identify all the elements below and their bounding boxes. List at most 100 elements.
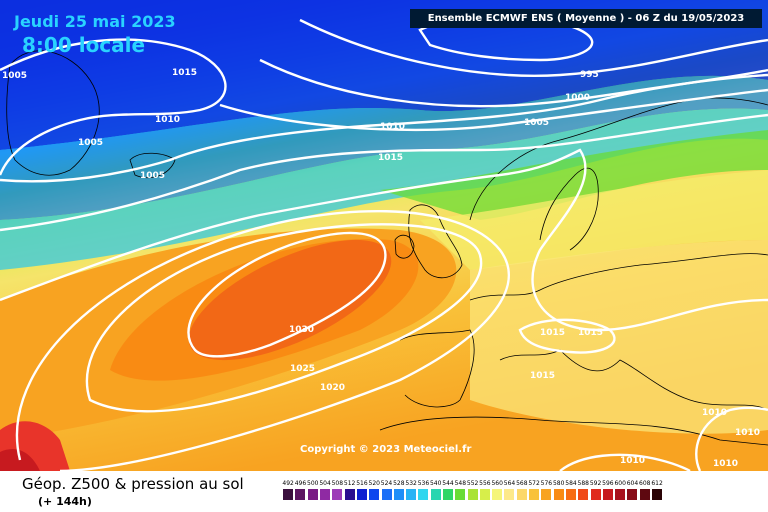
forecast-lead-time: (+ 144h) xyxy=(38,495,92,508)
legend-swatch xyxy=(429,488,442,501)
legend-value: 532 xyxy=(405,480,417,487)
isobar-label: 1010 xyxy=(735,428,760,438)
legend-swatch xyxy=(319,488,332,501)
legend-value: 564 xyxy=(503,480,516,487)
legend-item: 564 xyxy=(503,479,516,501)
legend-item: 532 xyxy=(405,479,418,501)
legend-value: 584 xyxy=(565,480,577,487)
isobar-1030 xyxy=(187,231,387,358)
legend-value: 516 xyxy=(356,480,368,487)
legend-value: 492 xyxy=(282,480,294,487)
legend-swatch xyxy=(405,488,418,501)
legend-item: 600 xyxy=(614,479,627,501)
isobar-east-1010 xyxy=(695,406,768,471)
legend-item: 504 xyxy=(319,479,332,501)
legend-item: 544 xyxy=(442,479,454,501)
legend-swatch xyxy=(380,488,393,501)
africa-coast xyxy=(379,416,768,446)
light-yellow-region xyxy=(470,240,768,434)
legend-swatch xyxy=(540,488,553,501)
legend-item: 596 xyxy=(601,479,614,501)
isobar-1015 xyxy=(0,148,768,332)
legend-swatch xyxy=(638,488,651,501)
weather-map: 1005 1015 1010 1005 1005 995 1000 1005 1… xyxy=(0,0,768,471)
legend-swatch xyxy=(368,488,381,501)
legend-item: 604 xyxy=(626,479,639,501)
legend-item: 520 xyxy=(368,479,381,501)
legend-item: 516 xyxy=(355,479,368,501)
isobar-label: 1000 xyxy=(565,93,590,103)
legend-item: 552 xyxy=(466,479,479,501)
isobar-med-1015 xyxy=(518,318,616,354)
legend-item: 500 xyxy=(306,479,319,501)
uk-coast xyxy=(408,204,463,279)
copyright-notice: Copyright © 2023 Meteociel.fr xyxy=(300,444,472,455)
legend-swatch xyxy=(491,488,504,501)
greenland-coast xyxy=(6,50,100,176)
red-corner-inner xyxy=(0,449,40,471)
isobar-1025 xyxy=(85,223,483,413)
isobar-label: 1005 xyxy=(524,118,549,128)
europe-coast xyxy=(399,253,768,411)
legend-value: 592 xyxy=(589,480,602,487)
isobar-greenland-low xyxy=(0,38,227,176)
legend-value: 588 xyxy=(577,480,589,487)
legend-swatch xyxy=(417,488,430,501)
legend-value: 596 xyxy=(602,480,614,487)
isobar-label: 1015 xyxy=(172,68,197,78)
legend-item: 512 xyxy=(343,479,356,501)
legend-value: 536 xyxy=(417,480,430,487)
legend-swatch xyxy=(589,488,602,501)
isobar-label: 1005 xyxy=(78,138,103,148)
legend-swatch xyxy=(515,488,528,501)
legend-value: 600 xyxy=(614,480,626,487)
legend-value: 544 xyxy=(442,480,454,487)
legend-swatch xyxy=(601,488,614,501)
legend-item: 528 xyxy=(392,479,405,501)
legend-item: 496 xyxy=(294,479,307,501)
legend-value: 608 xyxy=(639,480,651,487)
legend-swatch xyxy=(614,488,627,501)
forecast-time: 8:00 locale xyxy=(22,33,146,57)
legend-value: 612 xyxy=(651,480,663,487)
legend-swatch xyxy=(343,488,356,501)
legend-swatch xyxy=(552,488,565,501)
isobar-label: 1015 xyxy=(578,328,603,338)
legend-value: 508 xyxy=(331,480,344,487)
legend-value: 568 xyxy=(516,480,528,487)
legend-swatch xyxy=(577,488,590,501)
isobar-label: 1010 xyxy=(713,459,738,469)
legend-item: 548 xyxy=(454,479,467,501)
legend-value: 524 xyxy=(380,480,393,487)
ireland-coast xyxy=(394,234,415,259)
legend-swatch xyxy=(564,488,577,501)
legend-value: 556 xyxy=(479,480,491,487)
green-band xyxy=(380,130,768,220)
legend-value: 560 xyxy=(491,480,503,487)
legend-value: 512 xyxy=(343,480,356,487)
isobar-label: 1015 xyxy=(530,371,555,381)
forecast-date: Jeudi 25 mai 2023 xyxy=(14,12,176,31)
legend-swatch xyxy=(331,488,344,501)
scandinavia-coast xyxy=(469,97,768,251)
legend-swatch xyxy=(651,488,664,501)
isobar-1000 xyxy=(259,58,768,108)
legend-item: 556 xyxy=(478,479,491,501)
isobar-label: 1005 xyxy=(140,171,165,181)
legend-item: 524 xyxy=(380,479,393,501)
legend-value: 504 xyxy=(319,480,331,487)
coastlines xyxy=(6,50,768,446)
isobar-1005 xyxy=(219,88,768,132)
legend-item: 540 xyxy=(429,479,442,501)
color-scale-legend: 492 496 500 504 508 512 516 520 524 528 532 536 540 5… xyxy=(282,479,664,501)
legend-swatch xyxy=(294,488,307,501)
legend-item: 560 xyxy=(491,479,504,501)
legend-value: 540 xyxy=(429,480,442,487)
legend-swatch xyxy=(466,488,479,501)
isobar-label: 1030 xyxy=(289,325,314,335)
isobar-1020 xyxy=(15,210,510,471)
legend-swatch xyxy=(454,488,467,501)
isobar-label: 1010 xyxy=(620,456,645,466)
isobar-label: 1015 xyxy=(378,153,403,163)
